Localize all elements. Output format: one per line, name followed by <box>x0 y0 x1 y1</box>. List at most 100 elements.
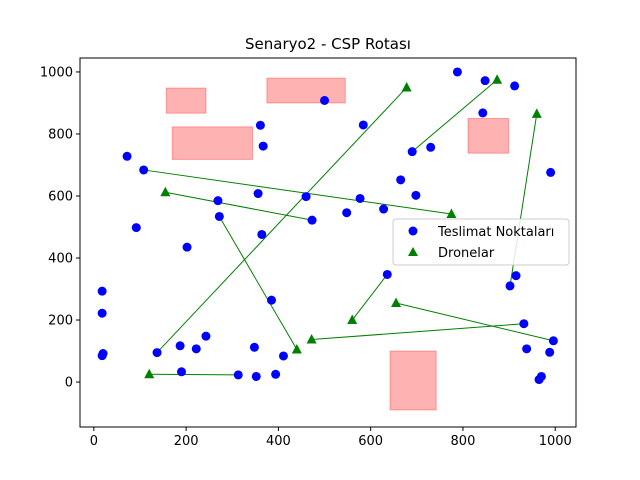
drones-layer <box>144 74 542 379</box>
delivery-point-37 <box>426 142 436 152</box>
y-axis: 0 200 400 600 800 1000 <box>40 65 80 391</box>
route-line-8 <box>143 169 452 215</box>
plot-area <box>97 67 558 411</box>
delivery-point-21 <box>257 229 267 239</box>
legend-marker-delivery <box>408 226 418 236</box>
obstacle-5 <box>389 350 437 411</box>
chart-title: Senaryo2 - CSP Rotası <box>245 35 411 53</box>
delivery-point-50 <box>548 336 558 346</box>
delivery-point-6 <box>131 223 141 233</box>
route-line-4 <box>311 323 524 341</box>
delivery-point-48 <box>545 347 555 357</box>
delivery-point-9 <box>175 341 185 351</box>
route-line-5 <box>351 274 388 321</box>
delivery-point-8 <box>152 348 162 358</box>
delivery-point-32 <box>379 204 389 214</box>
obstacles-layer <box>165 77 510 411</box>
delivery-point-27 <box>307 215 317 225</box>
y-tick-label-200: 200 <box>48 314 73 329</box>
drone-marker-1 <box>144 368 155 379</box>
delivery-point-14 <box>213 196 223 206</box>
delivery-point-39 <box>478 108 488 118</box>
route-line-2 <box>165 191 313 221</box>
delivery-point-25 <box>278 351 288 361</box>
drone-marker-8 <box>446 208 457 218</box>
delivery-point-49 <box>546 167 556 177</box>
route-line-3 <box>218 216 298 350</box>
delivery-point-31 <box>358 120 368 130</box>
drone-marker-4 <box>306 334 317 344</box>
obstacle-2 <box>171 126 254 160</box>
delivery-point-19 <box>253 189 263 199</box>
drone-marker-3 <box>291 343 302 354</box>
y-tick-label-400: 400 <box>48 252 73 267</box>
points-layer <box>97 67 558 385</box>
x-axis: 0 200 400 600 800 1000 <box>90 427 572 449</box>
legend: Teslimat Noktaları Dronelar <box>392 218 570 266</box>
drone-marker-5 <box>347 314 358 325</box>
delivery-point-35 <box>407 147 417 157</box>
drone-marker-7 <box>401 81 412 92</box>
delivery-point-7 <box>139 165 149 175</box>
delivery-point-36 <box>411 190 421 200</box>
delivery-point-47 <box>536 371 546 381</box>
y-tick-label-0: 0 <box>65 376 73 391</box>
delivery-point-26 <box>301 192 311 202</box>
delivery-point-2 <box>97 308 107 318</box>
drone-marker-2 <box>160 186 171 197</box>
delivery-point-4 <box>98 349 108 359</box>
delivery-point-33 <box>382 269 392 279</box>
delivery-point-34 <box>396 175 406 185</box>
route-line-1 <box>149 373 239 376</box>
delivery-point-1 <box>97 286 107 296</box>
delivery-point-41 <box>505 281 515 291</box>
x-tick-label-800: 800 <box>451 434 476 449</box>
plot-frame <box>79 57 577 428</box>
delivery-point-15 <box>214 211 224 221</box>
route-line-7 <box>156 87 408 353</box>
y-tick-label-800: 800 <box>48 127 73 142</box>
y-tick-label-1000: 1000 <box>40 65 73 80</box>
delivery-point-38 <box>452 67 462 77</box>
delivery-point-17 <box>249 342 259 352</box>
routes-layer <box>143 79 554 376</box>
delivery-point-28 <box>320 95 330 105</box>
delivery-point-22 <box>258 141 268 151</box>
delivery-point-42 <box>510 81 520 91</box>
x-tick-label-1000: 1000 <box>539 434 572 449</box>
drone-marker-6 <box>391 297 402 307</box>
delivery-point-18 <box>251 371 261 381</box>
legend-box <box>392 218 570 266</box>
delivery-point-13 <box>201 331 211 341</box>
obstacle-4 <box>467 117 510 154</box>
obstacle-1 <box>165 87 207 114</box>
y-tick-label-600: 600 <box>48 189 73 204</box>
route-line-6 <box>395 302 554 342</box>
legend-marker-drone <box>408 247 418 256</box>
delivery-point-16 <box>233 370 243 380</box>
drone-marker-10 <box>531 108 542 118</box>
delivery-point-20 <box>255 120 265 130</box>
delivery-point-45 <box>522 344 532 354</box>
drone-marker-9 <box>492 74 503 84</box>
delivery-point-30 <box>355 193 365 203</box>
x-tick-label-600: 600 <box>358 434 383 449</box>
obstacle-3 <box>266 77 346 104</box>
legend-label-drone: Dronelar <box>438 246 495 261</box>
delivery-point-44 <box>519 319 529 329</box>
delivery-point-5 <box>122 151 132 161</box>
route-line-9 <box>411 79 498 153</box>
delivery-point-10 <box>177 367 187 377</box>
delivery-point-40 <box>480 76 490 86</box>
delivery-point-11 <box>182 242 192 252</box>
delivery-point-43 <box>511 271 521 281</box>
delivery-point-23 <box>266 295 276 305</box>
legend-label-delivery: Teslimat Noktaları <box>437 225 554 240</box>
x-tick-label-200: 200 <box>174 434 199 449</box>
delivery-point-24 <box>271 369 281 379</box>
delivery-point-12 <box>191 344 201 354</box>
x-tick-label-400: 400 <box>266 434 291 449</box>
x-tick-label-0: 0 <box>90 434 98 449</box>
delivery-point-29 <box>342 208 352 218</box>
